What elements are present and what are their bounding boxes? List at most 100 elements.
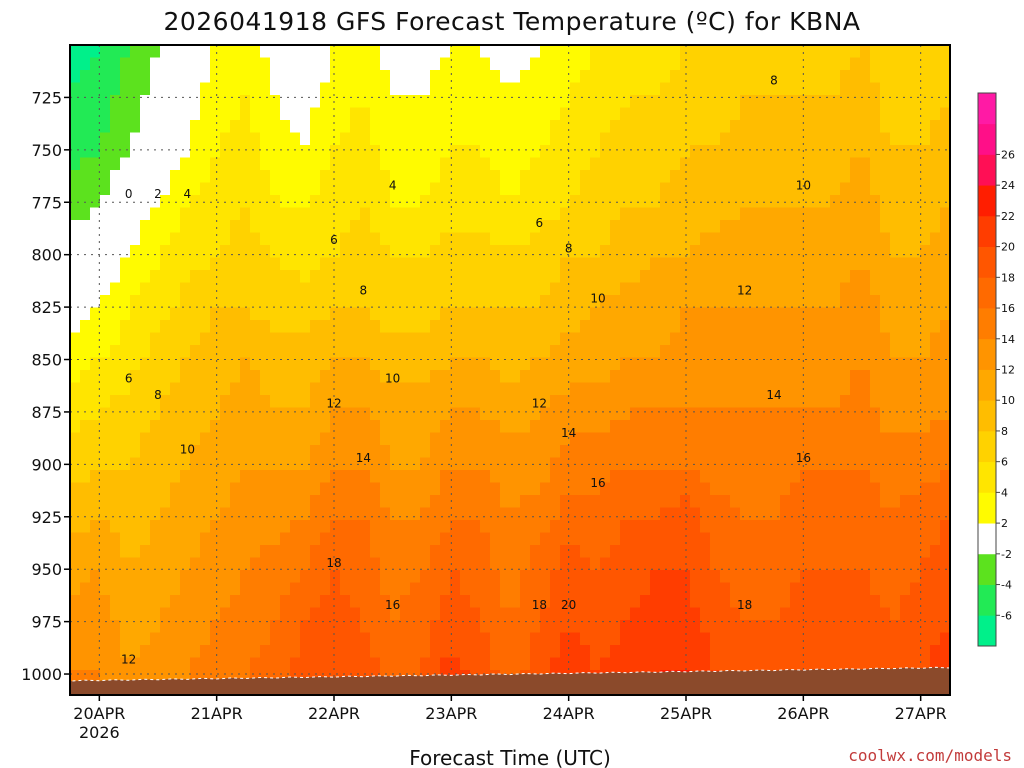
temperature-cell [720, 332, 731, 346]
temperature-cell [360, 357, 371, 371]
temperature-cell [390, 432, 401, 446]
temperature-cell [310, 270, 321, 284]
temperature-cell [120, 520, 131, 534]
temperature-cell [290, 570, 301, 584]
temperature-cell [70, 57, 81, 71]
temperature-cell [300, 207, 311, 221]
temperature-cell [330, 332, 341, 346]
temperature-cell [680, 70, 691, 84]
temperature-cell [430, 357, 441, 371]
temperature-cell [720, 320, 731, 334]
temperature-cell [680, 632, 691, 646]
temperature-cell [530, 220, 541, 234]
temperature-cell [720, 532, 731, 546]
temperature-cell [840, 220, 851, 234]
temperature-cell [880, 232, 891, 246]
temperature-cell [640, 282, 651, 296]
temperature-cell [150, 195, 161, 209]
temperature-cell [190, 207, 201, 221]
temperature-cell [700, 457, 711, 471]
temperature-cell [770, 632, 781, 646]
temperature-cell [420, 495, 431, 509]
temperature-cell [850, 232, 861, 246]
temperature-cell [720, 132, 731, 146]
temperature-cell [650, 70, 661, 84]
temperature-cell [180, 245, 191, 259]
temperature-cell [680, 170, 691, 184]
temperature-cell [760, 632, 771, 646]
temperature-cell [510, 445, 521, 459]
temperature-cell [880, 370, 891, 384]
temperature-cell [620, 270, 631, 284]
temperature-cell [520, 382, 531, 396]
temperature-cell [870, 507, 881, 521]
temperature-cell [230, 382, 241, 396]
temperature-cell [590, 170, 601, 184]
temperature-cell [810, 195, 821, 209]
contour-label: 6 [125, 371, 133, 385]
temperature-cell [480, 232, 491, 246]
temperature-cell [720, 582, 731, 596]
credit-text[interactable]: coolwx.com/models [848, 746, 1012, 765]
temperature-cell [550, 520, 561, 534]
temperature-cell [490, 595, 501, 609]
temperature-cell [430, 582, 441, 596]
temperature-cell [140, 95, 151, 109]
temperature-cell [110, 145, 121, 159]
temperature-cell [840, 45, 851, 59]
temperature-cell [310, 420, 321, 434]
temperature-cell [730, 307, 741, 321]
temperature-cell [730, 545, 741, 559]
temperature-cell [750, 495, 761, 509]
temperature-cell [510, 295, 521, 309]
temperature-cell [250, 495, 261, 509]
temperature-cell [140, 445, 151, 459]
colorbar-tick-label: -2 [1001, 548, 1012, 561]
temperature-cell [230, 582, 241, 596]
temperature-cell [600, 170, 611, 184]
temperature-cell [190, 657, 201, 671]
temperature-cell [530, 370, 541, 384]
temperature-cell [120, 345, 131, 359]
temperature-cell [100, 520, 111, 534]
temperature-cell [230, 320, 241, 334]
temperature-cell [840, 132, 851, 146]
temperature-cell [220, 607, 231, 621]
temperature-cell [640, 95, 651, 109]
temperature-cell [910, 657, 921, 671]
temperature-cell [510, 507, 521, 521]
temperature-cell [460, 557, 471, 571]
temperature-cell [430, 132, 441, 146]
temperature-cell [240, 432, 251, 446]
temperature-cell [470, 520, 481, 534]
temperature-cell [290, 70, 301, 84]
temperature-cell [130, 282, 141, 296]
temperature-cell [670, 282, 681, 296]
temperature-cell [770, 95, 781, 109]
temperature-cell [580, 270, 591, 284]
temperature-cell [190, 557, 201, 571]
temperature-cell [80, 107, 91, 121]
temperature-cell [330, 632, 341, 646]
temperature-cell [730, 82, 741, 96]
temperature-cell [440, 445, 451, 459]
temperature-cell [620, 645, 631, 659]
temperature-cell [490, 120, 501, 134]
temperature-cell [200, 132, 211, 146]
temperature-cell [540, 357, 551, 371]
temperature-cell [210, 457, 221, 471]
temperature-cell [650, 107, 661, 121]
temperature-cell [220, 532, 231, 546]
temperature-cell [340, 82, 351, 96]
temperature-cell [710, 532, 721, 546]
temperature-cell [780, 620, 791, 634]
temperature-cell [910, 532, 921, 546]
temperature-cell [760, 195, 771, 209]
temperature-cell [650, 507, 661, 521]
temperature-cell [440, 357, 451, 371]
temperature-cell [700, 170, 711, 184]
temperature-cell [840, 195, 851, 209]
temperature-cell [280, 282, 291, 296]
temperature-cell [670, 270, 681, 284]
temperature-cell [230, 207, 241, 221]
